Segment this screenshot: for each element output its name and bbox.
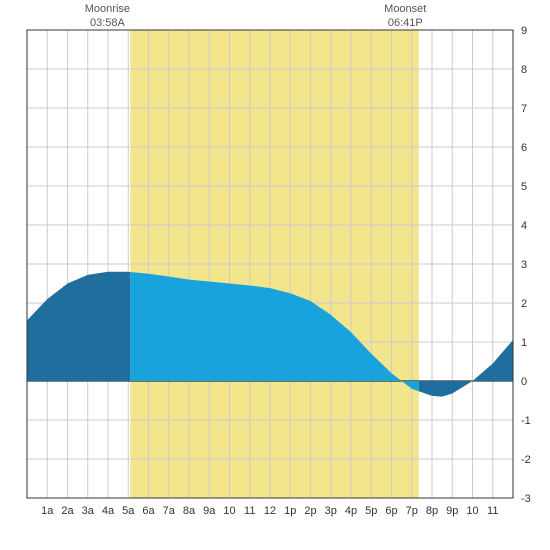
x-tick-label: 11 <box>244 505 255 517</box>
chart-svg: 1a2a3a4a5a6a7a8a9a1011121p2p3p4p5p6p7p8p… <box>0 0 550 550</box>
x-tick-label: 2p <box>304 505 316 517</box>
x-tick-label: 9a <box>203 505 216 517</box>
x-tick-label: 12 <box>264 505 276 517</box>
moonrise-annotation: Moonrise 03:58A <box>77 2 137 31</box>
x-tick-label: 3a <box>82 505 95 517</box>
y-tick-label: -2 <box>521 454 531 466</box>
x-tick-label: 10 <box>223 505 235 517</box>
x-tick-label: 2a <box>61 505 74 517</box>
x-tick-label: 4p <box>345 505 357 517</box>
x-tick-label: 7a <box>163 505 176 517</box>
x-tick-label: 4a <box>102 505 115 517</box>
y-tick-label: 8 <box>521 64 527 76</box>
y-tick-label: 1 <box>521 337 527 349</box>
x-tick-label: 9p <box>446 505 458 517</box>
y-tick-label: 6 <box>521 142 527 154</box>
x-tick-label: 3p <box>325 505 337 517</box>
x-tick-label: 7p <box>406 505 418 517</box>
x-tick-label: 5p <box>365 505 377 517</box>
x-tick-label: 8p <box>426 505 438 517</box>
x-tick-label: 8a <box>183 505 196 517</box>
moonset-time: 06:41P <box>388 17 423 29</box>
y-tick-label: -3 <box>521 493 531 505</box>
moonrise-time: 03:58A <box>90 17 125 29</box>
moonset-annotation: Moonset 06:41P <box>375 2 435 31</box>
x-tick-label: 10 <box>466 505 478 517</box>
x-tick-label: 1a <box>41 505 54 517</box>
y-tick-label: -1 <box>521 415 531 427</box>
x-tick-label: 6a <box>142 505 155 517</box>
x-tick-label: 6p <box>385 505 397 517</box>
tide-chart: Moonrise 03:58A Moonset 06:41P 1a 2a 3a 4a 5… <box>0 0 550 550</box>
y-tick-label: 0 <box>521 376 527 388</box>
x-tick-label: 11 <box>487 505 498 517</box>
x-tick-label: 5a <box>122 505 135 517</box>
y-tick-label: 2 <box>521 298 527 310</box>
moonrise-title: Moonrise <box>85 3 130 15</box>
y-tick-label: 3 <box>521 259 527 271</box>
x-tick-label: 1p <box>284 505 296 517</box>
y-tick-label: 7 <box>521 103 527 115</box>
y-tick-label: 5 <box>521 181 527 193</box>
y-tick-label: 9 <box>521 25 527 37</box>
moonset-title: Moonset <box>384 3 426 15</box>
y-tick-label: 4 <box>521 220 527 232</box>
